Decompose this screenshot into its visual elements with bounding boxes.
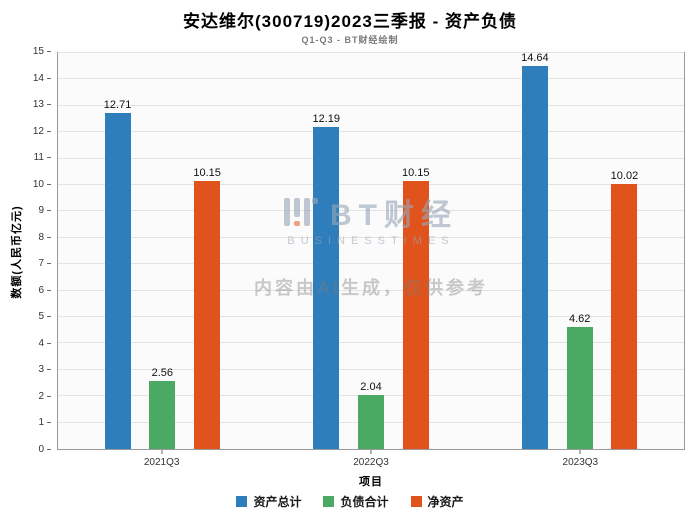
y-tick-label: 5 bbox=[38, 311, 44, 323]
bar-value-label: 4.62 bbox=[568, 313, 591, 326]
x-tick-mark bbox=[161, 450, 163, 454]
y-tick-mark bbox=[47, 449, 51, 450]
bar bbox=[194, 181, 221, 449]
bar-column: 10.15 bbox=[402, 53, 430, 449]
gridline bbox=[58, 131, 684, 133]
gridline bbox=[58, 104, 684, 106]
y-tick-mark bbox=[47, 369, 51, 371]
chart-title: 安达维尔(300719)2023三季报 - 资产负债 bbox=[183, 12, 517, 31]
legend-swatch bbox=[236, 496, 248, 507]
gridline bbox=[58, 316, 684, 318]
bar-value-label: 12.71 bbox=[103, 99, 132, 112]
x-axis-label: 项目 bbox=[359, 476, 383, 488]
bar-column: 4.62 bbox=[566, 53, 593, 449]
bar bbox=[402, 181, 429, 449]
gridline bbox=[58, 157, 684, 159]
bar-value-label: 10.02 bbox=[610, 170, 639, 183]
y-tick-mark bbox=[47, 236, 51, 238]
legend-item: 资产总计 bbox=[236, 493, 301, 510]
x-tick-label: 2023Q3 bbox=[562, 457, 599, 468]
legend: 资产总计 负债合计 净资产 bbox=[0, 493, 700, 510]
bar-value-label: 14.64 bbox=[521, 52, 549, 64]
bar-column: 2.04 bbox=[358, 53, 384, 449]
chart-subtitle: Q1-Q3 - BT财经绘制 bbox=[301, 35, 399, 45]
y-tick-label: 14 bbox=[32, 72, 44, 84]
y-tick-mark bbox=[47, 210, 51, 212]
bar-groups: 12.71 2.56 10.15 12.19 2.04 10.15 14.64 4.62 10.… bbox=[58, 53, 684, 449]
gridline bbox=[58, 236, 684, 238]
gridline bbox=[58, 78, 684, 80]
bar bbox=[611, 184, 638, 449]
y-tick-label: 9 bbox=[38, 205, 44, 217]
legend-swatch bbox=[323, 496, 335, 507]
bar-column: 2.56 bbox=[149, 53, 176, 449]
x-tick-mark bbox=[370, 450, 372, 454]
legend-item: 净资产 bbox=[410, 493, 464, 510]
y-tick-mark bbox=[47, 130, 51, 132]
y-tick-label: 11 bbox=[33, 152, 44, 164]
y-tick-mark bbox=[47, 289, 51, 291]
y-tick-label: 8 bbox=[38, 231, 44, 243]
bar-value-label: 10.15 bbox=[402, 167, 430, 180]
bar-group-2022Q3: 12.19 2.04 10.15 bbox=[267, 53, 476, 449]
legend-swatch bbox=[410, 496, 422, 507]
bar-value-label: 10.15 bbox=[193, 167, 221, 180]
y-tick-mark bbox=[47, 316, 51, 318]
y-tick-mark bbox=[47, 395, 51, 397]
y-tick-label: 13 bbox=[32, 99, 44, 111]
bar-column: 12.19 bbox=[312, 53, 340, 449]
y-tick-mark bbox=[47, 77, 51, 79]
y-tick-mark bbox=[47, 157, 51, 159]
bar-column: 14.64 bbox=[521, 53, 549, 449]
bar bbox=[566, 327, 593, 449]
gridline bbox=[58, 184, 684, 186]
y-tick-label: 15 bbox=[32, 46, 44, 57]
bar bbox=[358, 395, 384, 449]
x-tick-label: 2021Q3 bbox=[143, 457, 180, 468]
y-tick-label: 6 bbox=[38, 284, 44, 296]
legend-item: 负债合计 bbox=[323, 493, 389, 510]
bar-group-2023Q3: 14.64 4.62 10.02 bbox=[475, 53, 684, 449]
legend-label: 负债合计 bbox=[340, 495, 389, 509]
y-axis-ticks: 0 1 2 3 4 5 6 7 8 9 10 11 12 13 14 15 bbox=[12, 47, 52, 455]
bar bbox=[149, 381, 176, 449]
bar bbox=[104, 113, 131, 449]
y-tick-label: 2 bbox=[38, 390, 44, 402]
bar bbox=[313, 127, 340, 449]
gridline bbox=[58, 342, 684, 344]
gridline bbox=[58, 210, 684, 212]
bar-column: 10.02 bbox=[610, 53, 639, 449]
bar-column: 12.71 bbox=[103, 53, 132, 449]
bar-value-label: 12.19 bbox=[312, 113, 340, 126]
bar-value-label: 2.56 bbox=[151, 367, 174, 380]
gridline bbox=[58, 368, 684, 370]
bar-column: 10.15 bbox=[193, 53, 221, 449]
y-tick-mark bbox=[47, 51, 51, 52]
y-tick-mark bbox=[47, 263, 51, 265]
x-tick-mark bbox=[579, 450, 581, 454]
y-tick-mark bbox=[47, 104, 51, 106]
y-tick-mark bbox=[47, 183, 51, 185]
y-tick-label: 12 bbox=[32, 125, 44, 137]
y-tick-label: 10 bbox=[32, 178, 44, 190]
plot-area: 12.71 2.56 10.15 12.19 2.04 10.15 14.64 4.62 10.… bbox=[57, 52, 685, 450]
x-tick-label: 2022Q3 bbox=[353, 457, 389, 468]
bar bbox=[521, 66, 548, 449]
y-tick-label: 3 bbox=[38, 364, 44, 376]
y-tick-label: 7 bbox=[38, 258, 44, 270]
legend-label: 净资产 bbox=[427, 495, 464, 509]
y-tick-label: 1 bbox=[38, 417, 44, 429]
y-tick-mark bbox=[47, 422, 51, 424]
bar-group-2021Q3: 12.71 2.56 10.15 bbox=[58, 53, 267, 449]
legend-label: 资产总计 bbox=[253, 495, 302, 509]
x-axis-ticks: 2021Q3 2022Q3 2023Q3 bbox=[57, 450, 685, 470]
y-tick-label: 4 bbox=[38, 337, 44, 349]
gridline bbox=[58, 289, 684, 291]
gridline bbox=[58, 52, 684, 53]
bar-value-label: 2.04 bbox=[360, 381, 382, 394]
y-tick-label: 0 bbox=[38, 444, 44, 455]
gridline bbox=[58, 263, 684, 265]
y-tick-mark bbox=[47, 342, 51, 344]
